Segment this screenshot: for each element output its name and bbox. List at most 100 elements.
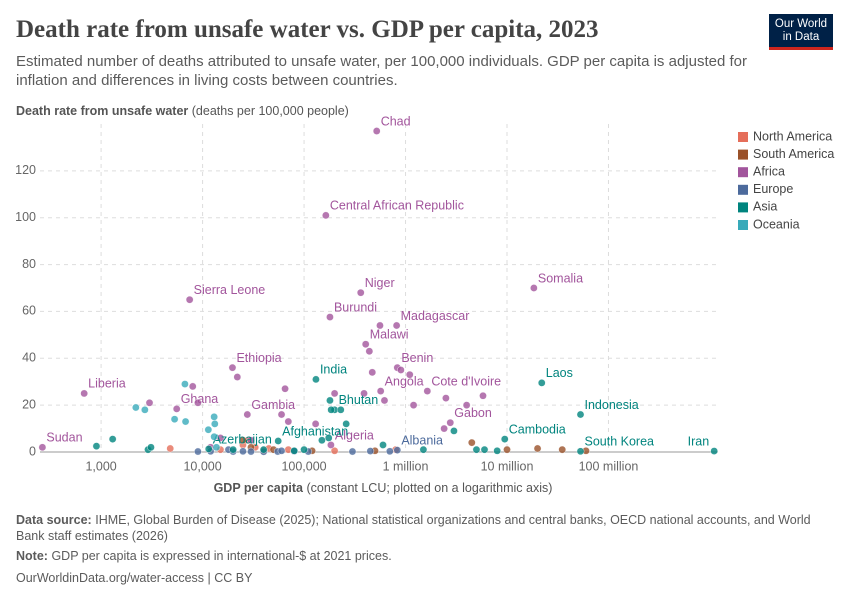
legend-swatch: [738, 132, 748, 142]
point: [284, 417, 293, 426]
point-label: Indonesia: [585, 398, 639, 412]
point: [500, 435, 509, 443]
point: [376, 321, 384, 330]
point-label: Laos: [546, 366, 573, 380]
x-tick-label: 1,000: [85, 459, 116, 473]
legend-swatch: [738, 184, 748, 195]
legend-swatch: [738, 149, 748, 160]
point-label: Burundi: [334, 300, 377, 314]
logo[interactable]: Our World in Data: [769, 14, 833, 50]
point: [188, 382, 197, 391]
legend-label: Africa: [753, 164, 785, 178]
url[interactable]: OurWorldinData.org/water-access | CC BY: [16, 571, 253, 585]
point-label: Afghanistan: [282, 424, 348, 438]
point-label: Ghana: [181, 392, 219, 406]
point: [277, 410, 286, 419]
point: [480, 445, 489, 454]
point: [392, 321, 401, 330]
point: [537, 379, 546, 387]
y-tick-label: 40: [22, 351, 36, 365]
point: [361, 340, 370, 349]
point: [576, 447, 585, 456]
point: [372, 127, 381, 135]
point: [239, 447, 247, 456]
point: [397, 366, 405, 374]
y-tick-label: 100: [15, 210, 36, 224]
point: [326, 396, 334, 405]
point: [204, 445, 213, 453]
point: [108, 435, 117, 443]
point: [479, 391, 487, 400]
point: [247, 436, 255, 445]
point: [440, 424, 448, 433]
point: [360, 389, 368, 398]
point: [172, 405, 181, 413]
point: [204, 425, 213, 434]
point: [181, 417, 190, 426]
point-label: Sudan: [46, 431, 82, 445]
point: [229, 445, 237, 454]
point: [326, 313, 334, 321]
point: [233, 373, 242, 381]
x-tick-label: 10 million: [481, 459, 534, 473]
point: [247, 447, 255, 456]
y-tick-label: 0: [29, 444, 36, 458]
point: [80, 389, 88, 398]
point: [365, 347, 374, 356]
point: [423, 387, 432, 395]
source-text: IHME, Global Burden of Disease (2025); N…: [16, 513, 811, 543]
point-label: Ethiopia: [236, 351, 281, 365]
point: [462, 401, 471, 409]
point: [212, 443, 221, 452]
x-axis-title: GDP per capita: [213, 481, 303, 495]
point: [327, 406, 335, 414]
point-label: Chad: [381, 114, 411, 128]
note: Note: GDP per capita is expressed in int…: [16, 548, 826, 564]
point-label: Cote d'Ivoire: [431, 374, 501, 388]
legend-swatch: [738, 202, 748, 213]
y-tick-label: 80: [22, 257, 36, 271]
point: [194, 398, 202, 407]
point-label: Niger: [365, 276, 395, 290]
point: [185, 295, 194, 304]
source: Data source: IHME, Global Burden of Dise…: [16, 512, 826, 544]
point: [181, 380, 189, 388]
point-label: Gabon: [454, 406, 492, 420]
x-tick-label: 1 million: [383, 459, 429, 473]
x-tick-label: 100 million: [579, 459, 639, 473]
point: [145, 398, 154, 407]
point-label: Azerbaijan: [213, 432, 272, 446]
point: [324, 434, 333, 442]
point: [132, 403, 140, 412]
point-label: Gambia: [251, 398, 295, 412]
point: [503, 445, 511, 454]
point: [336, 406, 345, 414]
note-label: Note:: [16, 549, 48, 563]
point: [211, 420, 219, 428]
point: [386, 447, 394, 456]
point: [92, 442, 101, 450]
point: [366, 447, 375, 455]
point-label: Albania: [401, 433, 443, 447]
point: [228, 363, 237, 372]
point: [468, 438, 476, 447]
y-tick-label: 60: [22, 304, 36, 318]
point-label: South Korea: [585, 435, 655, 449]
point: [322, 211, 330, 220]
point: [558, 445, 567, 454]
legend-label: Asia: [753, 200, 777, 214]
point: [710, 447, 718, 455]
note-text: GDP per capita is expressed in internati…: [51, 549, 392, 563]
point: [330, 389, 339, 398]
legend-label: Oceania: [753, 217, 800, 231]
point: [274, 437, 282, 445]
point-label: Sierra Leone: [194, 283, 266, 297]
point: [533, 444, 542, 453]
point: [311, 420, 320, 428]
point-label: India: [320, 363, 347, 377]
point: [277, 447, 286, 455]
point: [318, 436, 326, 445]
point: [300, 445, 308, 454]
point: [327, 441, 335, 449]
